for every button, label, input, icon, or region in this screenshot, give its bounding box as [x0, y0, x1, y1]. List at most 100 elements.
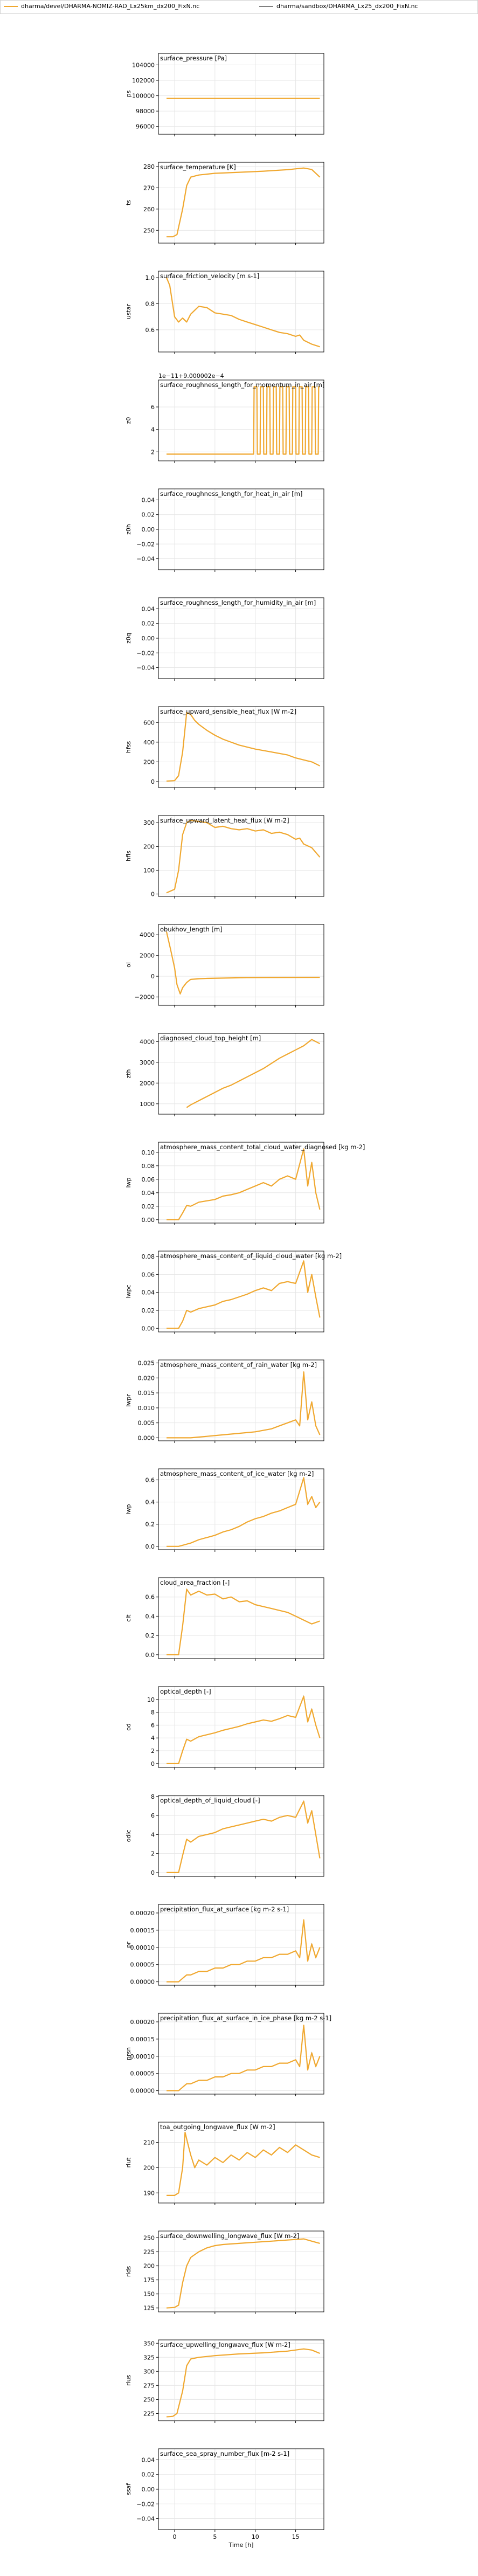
axes-frame: [158, 1795, 324, 1877]
series-line-sandbox: [167, 386, 320, 455]
y-tick-label: 0.005: [138, 1420, 155, 1427]
y-tick-label: 250: [143, 227, 155, 234]
panel-ssaf: −0.04 −0.02 0.00 0.02 0.04 0 5 10 15 surface_sea_…: [125, 2448, 324, 2540]
axes-frame: [158, 2339, 324, 2421]
series-line-sandbox: [166, 820, 320, 893]
y-tick-label: 0.10: [142, 1149, 155, 1156]
y-tick-label: −0.04: [136, 665, 155, 672]
panel-title: surface_upwelling_longwave_flux [W m-2]: [160, 2341, 290, 2349]
series-line-devel: [167, 2131, 320, 2196]
series-line-sandbox: [167, 1261, 321, 1329]
panel-lwp: 0.00 0.02 0.04 0.06 0.08 0.10 atmosphere_mass_…: [125, 1142, 365, 1225]
y-axis-label: pr: [125, 1942, 132, 1948]
series-line-sandbox: [166, 931, 320, 995]
y-tick-label: 190: [143, 2190, 155, 2197]
y-tick-label: 8: [151, 1709, 155, 1716]
y-axis-label: rlus: [125, 2375, 132, 2386]
series-line-sandbox: [167, 1695, 321, 1764]
y-axis-label: z0q: [125, 633, 132, 644]
y-tick-label: 10: [147, 1696, 155, 1703]
y-tick-label: 0.00: [142, 635, 155, 642]
panel-title: surface_pressure [Pa]: [160, 54, 227, 62]
y-axis-label: iwp: [125, 1504, 132, 1514]
y-tick-label: 0.00020: [130, 1910, 155, 1917]
panel-pr: 0.00000 0.00005 0.00010 0.00015 0.00020 preci…: [125, 1904, 324, 1987]
panel-title: atmosphere_mass_content_of_ice_water [kg…: [160, 1470, 314, 1477]
series-line-devel: [167, 1477, 321, 1547]
y-tick-label: 1000: [140, 1101, 155, 1108]
axes-frame: [158, 924, 324, 1006]
y-tick-label: 200: [143, 2164, 155, 2171]
y-axis-label: ps: [125, 90, 132, 97]
series-line-sandbox: [167, 2025, 321, 2091]
panel-lwpc: 0.00 0.02 0.04 0.06 0.08 atmosphere_mass_cont…: [125, 1251, 342, 1334]
panel-title: surface_upward_sensible_heat_flux [W m-2…: [160, 708, 296, 715]
y-tick-label: 6: [151, 1722, 155, 1729]
series-line-devel: [165, 277, 320, 348]
y-tick-label: 2: [151, 1748, 155, 1755]
series-line-devel: [166, 712, 320, 782]
panel-ol: −2000 0 2000 4000 obukhov_length [m] ol: [125, 924, 324, 1007]
y-tick-label: −0.02: [136, 650, 155, 657]
panel-title: atmosphere_mass_content_of_rain_water [k…: [160, 1361, 317, 1369]
y-tick-label: 0.00015: [130, 1927, 155, 1934]
y-tick-label: 0: [151, 1869, 155, 1876]
y-axis-label: ts: [125, 200, 132, 205]
y-tick-label: 100000: [132, 93, 155, 100]
y-tick-label: −0.02: [136, 541, 155, 548]
series-line-devel: [167, 386, 320, 455]
panel-title: obukhov_length [m]: [160, 926, 223, 933]
y-axis-label: od: [125, 1723, 132, 1731]
y-tick-label: 0.04: [142, 605, 155, 612]
panel-odlc: 0 2 4 6 8 optical_depth_of_liquid_cloud [-] od…: [125, 1793, 324, 1879]
y-tick-label: 0.02: [142, 1203, 155, 1210]
y-tick-label: 200: [143, 2263, 155, 2270]
y-tick-label: 0.4: [146, 1613, 155, 1620]
axes-frame: [158, 53, 324, 135]
x-axis-label: Time [h]: [228, 2542, 254, 2549]
y-tick-label: 2: [151, 1850, 155, 1857]
series-line-sandbox: [167, 1372, 321, 1438]
legend-label-devel: dharma/devel/DHARMA-NOMIZ-RAD_Lx25km_dx2…: [21, 3, 200, 10]
series-line-sandbox: [166, 712, 320, 782]
y-tick-label: 350: [143, 2340, 155, 2347]
y-tick-label: 0.00: [142, 1217, 155, 1224]
panel-title: diagnosed_cloud_top_height [m]: [160, 1034, 261, 1042]
axes-frame: [158, 2230, 324, 2312]
series-line-devel: [167, 2025, 321, 2091]
y-axis-label: ol: [125, 962, 132, 968]
series-line-devel: [166, 2238, 320, 2309]
y-tick-label: 0.010: [138, 1405, 155, 1412]
legend: dharma/devel/DHARMA-NOMIZ-RAD_Lx25km_dx2…: [0, 0, 478, 14]
y-tick-label: 0.02: [142, 620, 155, 627]
legend-label-sandbox: dharma/sandbox/DHARMA_Lx25_dx200_FixN.nc: [276, 3, 418, 10]
y-tick-label: −0.04: [136, 556, 155, 563]
y-tick-label: 0.015: [138, 1390, 155, 1397]
axes-frame: [158, 1359, 324, 1441]
panel-title: atmosphere_mass_content_of_liquid_cloud_…: [160, 1252, 342, 1260]
y-tick-label: 600: [143, 719, 155, 726]
y-axis-label: lwp: [125, 1177, 132, 1187]
y-tick-label: 0.4: [146, 1499, 155, 1506]
legend-line-sandbox: [259, 5, 273, 7]
panel-title: surface_roughness_length_for_humidity_in…: [160, 599, 316, 606]
panel-title: optical_depth_of_liquid_cloud [-]: [160, 1797, 260, 1804]
panel-ustar: 0.6 0.8 1.0 surface_friction_velocity [m s-…: [125, 271, 324, 354]
series-line-sandbox: [167, 1919, 321, 1983]
y-tick-label: 2000: [140, 952, 155, 959]
y-tick-label: 260: [143, 206, 155, 213]
y-tick-label: 200: [143, 843, 155, 850]
y-tick-label: 0.00: [142, 2486, 155, 2493]
y-offset-text: 1e−11+9.000002e−4: [158, 372, 224, 379]
x-tick-label: 15: [292, 2533, 300, 2540]
y-tick-label: 0.00010: [130, 1944, 155, 1951]
y-tick-label: 0.2: [146, 1632, 155, 1639]
y-tick-label: 250: [143, 2396, 155, 2403]
y-axis-label: prsn: [125, 2047, 132, 2060]
y-tick-label: 0.0: [146, 1543, 155, 1550]
panel-iwp: 0.0 0.2 0.4 0.6 atmosphere_mass_content_of_i…: [125, 1468, 324, 1552]
y-tick-label: 0.00015: [130, 2036, 155, 2043]
y-tick-label: 4000: [140, 931, 155, 938]
axes-frame: [158, 1251, 324, 1332]
